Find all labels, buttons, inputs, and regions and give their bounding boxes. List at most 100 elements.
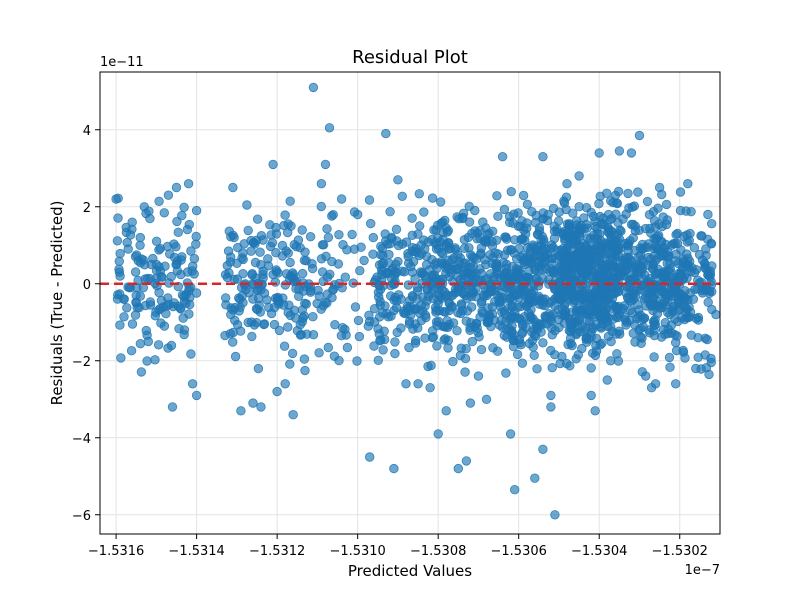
scatter-point	[529, 350, 539, 361]
scatter-point	[235, 294, 245, 304]
scatter-point	[587, 253, 597, 263]
scatter-point	[514, 265, 524, 276]
scatter-point	[191, 390, 202, 401]
scatter-point	[428, 332, 439, 342]
scatter-point	[413, 379, 423, 389]
scatter-point	[183, 178, 194, 189]
scatter-point	[621, 320, 631, 330]
scatter-point	[432, 341, 442, 351]
scatter-point	[572, 320, 583, 331]
scatter-point	[464, 201, 474, 212]
scatter-point	[308, 82, 319, 93]
scatter-point	[385, 206, 395, 217]
scatter-point	[570, 295, 581, 306]
scatter-point	[696, 364, 706, 374]
scatter-point	[375, 300, 386, 310]
scatter-point	[619, 271, 630, 281]
scatter-point	[634, 268, 644, 278]
scatter-point	[456, 343, 467, 353]
scatter-point	[605, 290, 616, 301]
scatter-point	[433, 295, 443, 305]
scatter-point	[179, 202, 189, 213]
scatter-point	[650, 315, 660, 325]
scatter-point	[283, 322, 293, 332]
scatter-point	[561, 358, 572, 369]
scatter-point	[300, 247, 310, 257]
scatter-point	[560, 226, 570, 236]
scatter-point	[323, 232, 334, 243]
scatter-point	[150, 355, 160, 365]
scatter-point	[497, 151, 508, 162]
scatter-point	[135, 258, 146, 268]
scatter-point	[349, 207, 360, 217]
scatter-point	[462, 306, 473, 316]
scatter-point	[391, 224, 402, 235]
scatter-point	[112, 236, 123, 246]
scatter-point	[262, 295, 272, 305]
scatter-point	[535, 319, 545, 329]
scatter-point	[283, 307, 293, 318]
scatter-point	[342, 342, 353, 353]
scatter-point	[239, 239, 249, 249]
scatter-point	[637, 280, 647, 290]
scatter-point	[701, 250, 711, 261]
scatter-point	[334, 229, 344, 240]
scatter-point	[518, 320, 528, 331]
scatter-point	[268, 159, 278, 170]
scatter-point	[232, 274, 243, 284]
scatter-point	[396, 294, 406, 304]
scatter-point	[130, 267, 141, 277]
x-axis-ticks: −1.5316 −1.5314 −1.5312 −1.5310 −1.5308 −1.53…	[88, 534, 708, 559]
scatter-point	[473, 371, 484, 381]
scatter-point	[285, 271, 296, 281]
scatter-point	[431, 317, 442, 327]
scatter-point	[549, 226, 560, 237]
scatter-point	[637, 367, 648, 377]
scatter-point	[488, 226, 498, 237]
scatter-point	[664, 352, 675, 363]
scatter-point	[433, 429, 443, 439]
scatter-point	[130, 251, 141, 262]
scatter-point	[404, 319, 415, 329]
scatter-point	[426, 360, 436, 371]
scatter-point	[638, 322, 649, 332]
scatter-point	[355, 266, 365, 276]
scatter-point	[452, 326, 462, 336]
scatter-point	[415, 221, 425, 231]
scatter-point	[532, 245, 543, 255]
scatter-point	[407, 230, 418, 241]
scatter-point	[172, 266, 183, 276]
scatter-point	[114, 264, 124, 275]
scatter-point	[592, 233, 602, 244]
scatter-point	[534, 265, 544, 275]
scatter-point	[285, 359, 295, 369]
scatter-point	[524, 273, 534, 283]
scatter-point	[350, 302, 361, 312]
scatter-point	[322, 224, 332, 234]
scatter-point	[227, 337, 238, 347]
scatter-point	[280, 379, 290, 389]
scatter-point	[142, 356, 152, 366]
scatter-point	[463, 232, 474, 243]
scatter-point	[665, 362, 675, 372]
scatter-point	[543, 209, 553, 220]
scatter-point	[654, 219, 664, 229]
scatter-point	[477, 296, 487, 307]
scatter-point	[407, 213, 417, 223]
x-tick-label: −1.5304	[571, 544, 627, 559]
scatter-point	[621, 209, 631, 219]
scatter-point	[354, 331, 365, 342]
scatter-point	[459, 243, 470, 254]
chart-title: Residual Plot	[352, 47, 468, 68]
scatter-point	[670, 330, 680, 340]
scatter-point	[586, 363, 596, 373]
scatter-point	[191, 288, 202, 298]
scatter-point	[602, 375, 613, 385]
scatter-point	[140, 300, 151, 311]
scatter-point	[679, 301, 689, 311]
scatter-point	[266, 308, 277, 319]
scatter-point	[515, 338, 525, 348]
scatter-point	[630, 226, 641, 236]
scatter-point	[666, 320, 677, 330]
